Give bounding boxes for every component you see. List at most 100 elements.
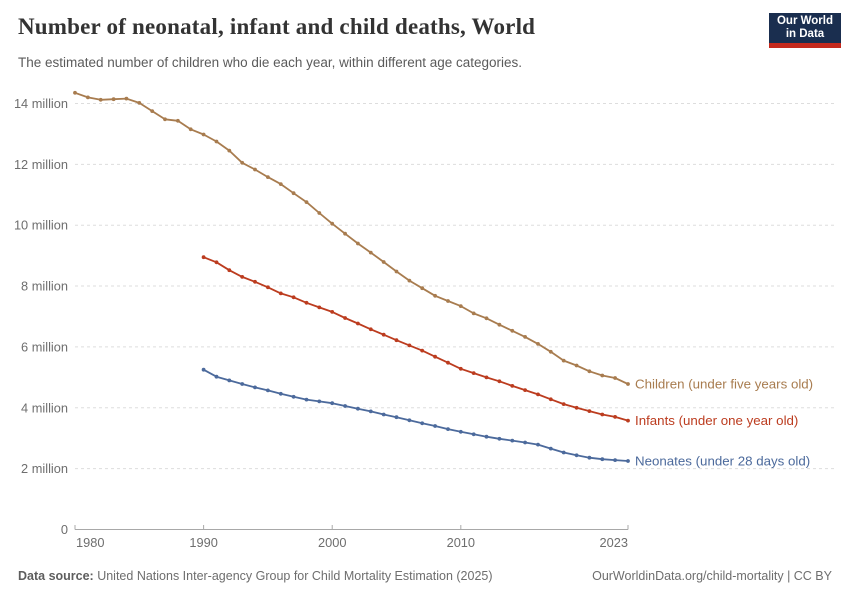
y-tick-label: 12 million <box>14 157 68 172</box>
series-line <box>202 368 629 462</box>
series-point <box>471 371 476 375</box>
series-point <box>484 375 489 380</box>
series-point <box>176 118 180 123</box>
series-point <box>343 404 347 408</box>
series-point <box>587 409 592 413</box>
series-point <box>124 96 129 101</box>
series-point <box>446 299 450 303</box>
series-label: Children (under five years old) <box>635 377 813 392</box>
series-point <box>394 269 399 274</box>
chart-subtitle: The estimated number of children who die… <box>18 55 523 70</box>
series-point <box>150 109 155 113</box>
series-line <box>202 256 629 422</box>
series-point <box>137 101 142 105</box>
series-point <box>356 241 360 246</box>
series-point <box>381 332 386 337</box>
series-point <box>548 397 553 402</box>
series-point <box>368 409 373 414</box>
series-point <box>304 397 309 402</box>
series-point <box>253 279 257 284</box>
series-point <box>343 316 347 320</box>
series-point <box>510 328 515 333</box>
chart-footer: Data source: United Nations Inter-agency… <box>18 569 832 583</box>
series-point <box>253 385 257 390</box>
series-point <box>368 327 373 332</box>
series-point <box>343 231 347 236</box>
x-tick-label: 2000 <box>318 535 346 550</box>
series-point <box>330 221 335 226</box>
series-point <box>574 453 579 458</box>
series-point <box>433 424 437 428</box>
series-point <box>356 406 360 411</box>
series-point <box>227 148 232 153</box>
series-point <box>291 394 296 399</box>
series-label: Neonates (under 28 days old) <box>635 454 810 469</box>
series-point <box>278 391 283 396</box>
x-tick-label: 2023 <box>600 535 628 550</box>
y-tick-label: 6 million <box>21 339 68 354</box>
series-point <box>407 278 412 283</box>
series-point <box>394 415 399 420</box>
y-tick-label: 14 million <box>14 96 68 111</box>
series-point <box>433 293 437 298</box>
series-point <box>458 304 463 308</box>
series-point <box>240 160 245 165</box>
series-point <box>304 200 309 205</box>
series-point <box>368 250 373 255</box>
y-tick-label: 4 million <box>21 400 68 415</box>
series-point <box>613 415 617 419</box>
series-point <box>626 418 630 423</box>
license-link[interactable]: OurWorldinData.org/child-mortality | CC … <box>592 569 832 583</box>
series-point <box>536 392 540 397</box>
series-point <box>317 399 322 404</box>
series-point <box>278 182 283 187</box>
series-point <box>523 388 527 392</box>
page-title: Number of neonatal, infant and child dea… <box>18 14 536 39</box>
series-point <box>317 305 322 310</box>
series-point <box>407 418 412 423</box>
series-point <box>587 455 592 460</box>
y-tick-label: 2 million <box>21 461 68 476</box>
series-point <box>420 348 425 353</box>
series-point <box>304 300 309 305</box>
series-point <box>433 354 437 359</box>
owid-logo-line1: Our World <box>776 15 833 27</box>
series-point <box>86 95 90 100</box>
series-point <box>266 175 270 180</box>
series-point <box>523 440 527 445</box>
series-point <box>317 211 322 215</box>
series-point <box>214 139 219 144</box>
y-tick-label: 10 million <box>14 218 68 233</box>
owid-logo[interactable]: Our World in Data <box>769 13 841 48</box>
series-point <box>471 432 476 437</box>
series-point <box>98 97 103 102</box>
series-point <box>201 132 206 137</box>
series-point <box>561 402 566 406</box>
series-point <box>600 412 605 417</box>
series-point <box>510 384 515 388</box>
x-tick-label: 1980 <box>76 535 104 550</box>
series-point <box>548 349 553 354</box>
series-point <box>291 295 296 300</box>
series-point <box>613 376 617 380</box>
series-point <box>626 382 630 386</box>
series-point <box>407 343 412 348</box>
y-tick-label: 0 <box>61 522 68 537</box>
series-point <box>484 316 489 321</box>
series-label: Infants (under one year old) <box>635 413 798 428</box>
series-point <box>381 412 386 417</box>
series-line <box>74 91 629 385</box>
series-point <box>330 310 335 314</box>
series-point <box>163 117 167 122</box>
series-point <box>73 90 77 95</box>
series-point <box>587 369 592 374</box>
series-point <box>214 374 219 379</box>
series-point <box>497 379 502 384</box>
series-point <box>201 367 206 372</box>
series-point <box>266 388 270 393</box>
series-point <box>446 360 450 365</box>
data-source: Data source: United Nations Inter-agency… <box>18 569 493 583</box>
y-tick-label: 8 million <box>21 279 68 294</box>
